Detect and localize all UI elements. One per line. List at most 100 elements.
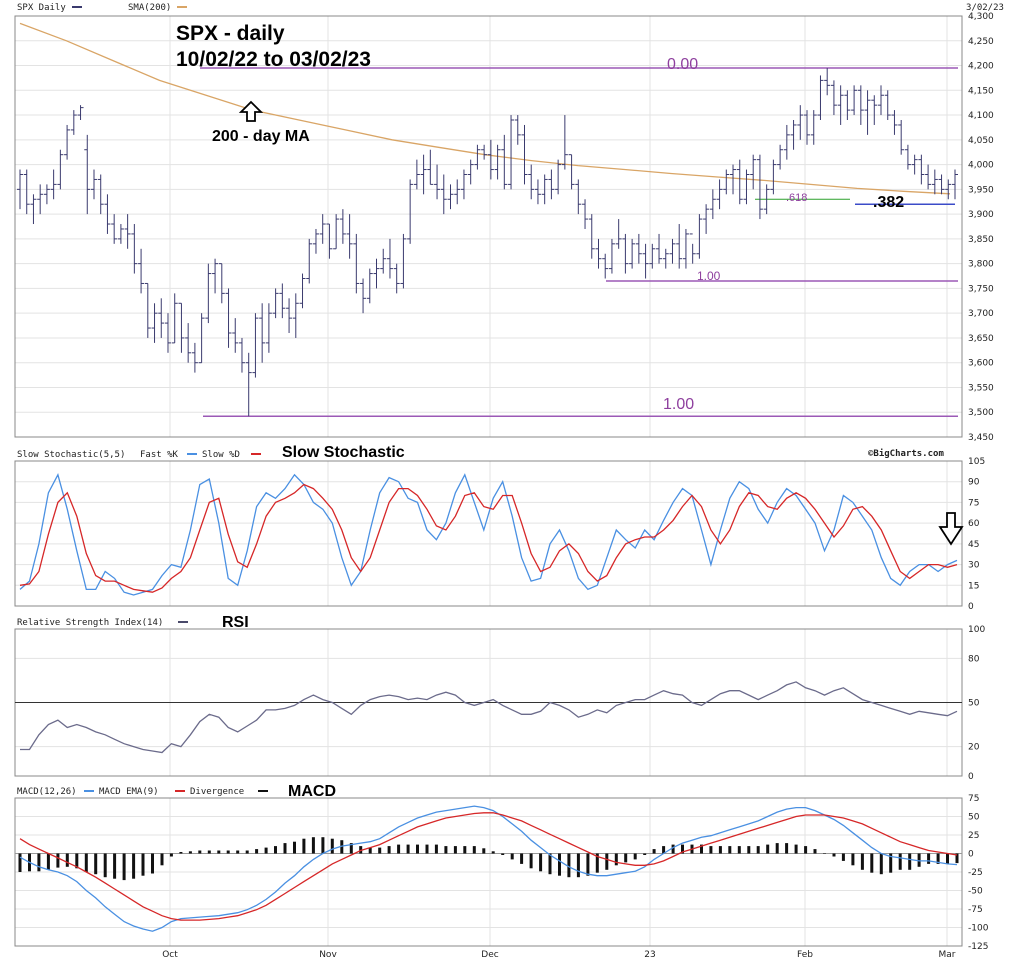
ohlc-bar: [333, 214, 340, 250]
macd-divergence-bar: [236, 850, 240, 854]
macd-y-tick: 0: [968, 850, 974, 860]
ohlc-bar: [810, 110, 817, 145]
macd-divergence-bar: [406, 844, 410, 854]
ohlc-bar: [508, 115, 515, 190]
macd-divergence-bar: [851, 853, 855, 866]
ohlc-bar: [218, 263, 225, 304]
price-legend-sma: SMA(200): [128, 3, 171, 13]
ohlc-bar: [238, 337, 245, 373]
macd-divergence-bar: [255, 849, 259, 854]
ohlc-bar: [918, 154, 925, 185]
macd-ema-line: [19, 812, 958, 921]
macd-divergence-bar: [898, 853, 902, 870]
price-frame: [14, 15, 963, 438]
fib-382-label: .382: [873, 194, 904, 211]
macd-divergence-bar: [321, 837, 325, 854]
macd-divergence-bar: [122, 853, 126, 881]
macd-divergence-bar: [188, 851, 192, 854]
macd-divergence-bar: [56, 853, 60, 868]
ohlc-bar: [837, 85, 844, 125]
ohlc-bar: [878, 85, 885, 116]
ohlc-bar: [716, 179, 723, 210]
macd-divergence-bar: [434, 844, 438, 854]
macd-divergence-bar: [46, 853, 50, 870]
ohlc-bar: [413, 159, 420, 190]
ohlc-bar: [521, 124, 528, 185]
ohlc-bar: [952, 169, 958, 200]
ohlc-bar: [676, 224, 683, 269]
macd-divergence-bar: [633, 853, 637, 860]
macd-divergence-bar: [179, 852, 183, 854]
macd-divergence-bar: [576, 853, 580, 878]
price-y-tick: 4,300: [968, 12, 994, 22]
ohlc-bar: [904, 144, 911, 170]
ohlc-bar: [561, 115, 568, 170]
macd-divergence-bar: [567, 853, 571, 878]
macd-y-tick: -50: [968, 887, 983, 897]
x-date-label: Dec: [481, 950, 498, 960]
macd-divergence-bar: [65, 853, 69, 867]
fib-top-label: 0.00: [667, 56, 698, 73]
macd-divergence-bar: [756, 846, 760, 854]
ohlc-bar: [629, 238, 636, 269]
ohlc-bar: [575, 179, 582, 215]
x-date-label: 23: [644, 950, 655, 960]
ohlc-bar: [454, 179, 461, 205]
ohlc-bar: [407, 179, 414, 244]
macd-divergence-bar: [614, 853, 618, 866]
ohlc-bar: [23, 169, 30, 215]
macd-divergence-bar: [652, 849, 656, 854]
ohlc-bar: [198, 313, 205, 364]
ohlc-bar: [494, 144, 501, 180]
price-y-tick: 3,550: [968, 383, 994, 393]
ohlc-bar: [245, 352, 252, 417]
ohlc-bar: [366, 268, 373, 304]
macd-y-tick: 50: [968, 813, 980, 823]
stoch-frame: [14, 460, 963, 607]
ohlc-bar: [528, 164, 535, 200]
price-y-tick: 3,900: [968, 210, 994, 220]
ohlc-bar: [777, 144, 784, 170]
ohlc-bar: [656, 233, 663, 264]
price-date-stamp: 3/02/23: [966, 3, 1004, 13]
ohlc-bar: [898, 120, 905, 155]
ohlc-bar: [420, 154, 427, 195]
macd-divergence-bar: [841, 853, 845, 861]
chart-subtitle: 10/02/22 to 03/02/23: [176, 48, 371, 71]
macd-divergence-bar: [330, 838, 334, 854]
stoch-y-tick: 60: [968, 519, 980, 529]
ohlc-bar: [225, 288, 232, 348]
macd-divergence-bar: [832, 853, 836, 857]
ohlc-bar: [703, 204, 710, 234]
ohlc-bar: [259, 303, 266, 363]
macd-divergence-bar: [548, 853, 552, 875]
price-y-tick: 4,100: [968, 111, 994, 121]
macd-divergence-bar: [160, 853, 164, 866]
price-legend-spx: SPX Daily: [17, 3, 66, 13]
macd-divergence-bar: [349, 843, 353, 854]
macd-divergence-bar: [681, 844, 684, 854]
price-y-tick: 4,200: [968, 62, 994, 72]
macd-divergence-bar: [151, 853, 154, 874]
ohlc-bar: [588, 214, 595, 259]
ohlc-bar: [84, 134, 91, 215]
ohlc-bar: [945, 179, 952, 200]
ohlc-bar: [326, 223, 333, 259]
macd-divergence-bar: [955, 853, 959, 864]
macd-y-tick: -125: [968, 942, 988, 952]
stoch-legend-d: Slow %D: [202, 450, 240, 460]
macd-divergence-bar: [879, 853, 883, 875]
ohlc-bar: [730, 164, 737, 195]
ohlc-bar: [891, 110, 898, 135]
macd-y-tick: 25: [968, 831, 979, 841]
macd-divergence-bar: [539, 853, 543, 872]
ohlc-bar: [400, 233, 407, 289]
ohlc-bar: [299, 273, 306, 309]
ohlc-bar: [824, 68, 831, 96]
ohlc-bar: [312, 228, 319, 254]
stoch-down-arrow-icon: [938, 512, 964, 546]
ohlc-bar: [830, 80, 837, 116]
ohlc-bar: [131, 224, 138, 274]
ohlc-bar: [615, 219, 622, 249]
